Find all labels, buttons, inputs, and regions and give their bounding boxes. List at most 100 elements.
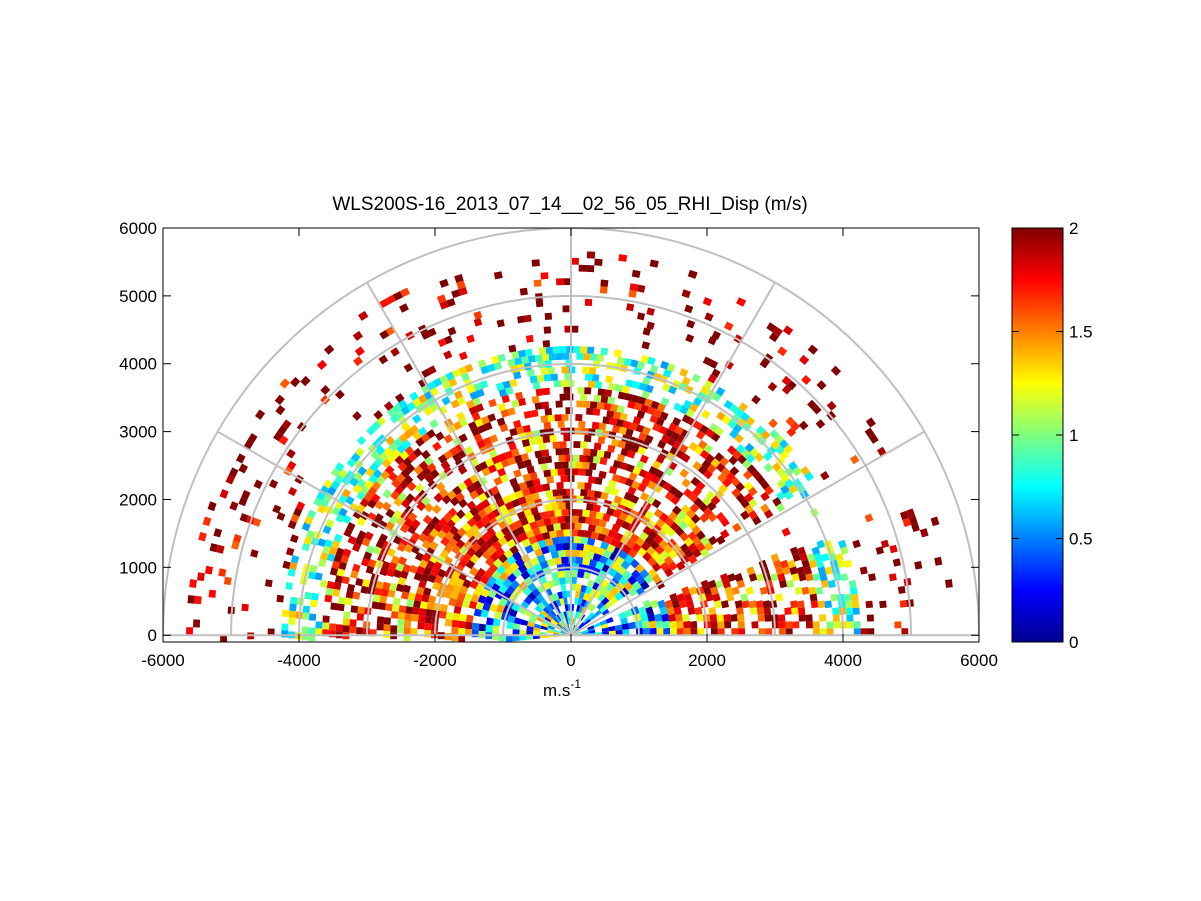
data-cell: [589, 588, 597, 597]
data-cell: [411, 614, 419, 622]
data-cell: [768, 332, 779, 343]
data-cell: [640, 580, 650, 591]
data-cell: [487, 413, 497, 423]
data-cell: [681, 453, 691, 463]
data-cell: [771, 462, 782, 472]
spoke-line: [570, 430, 925, 637]
data-cell: [675, 613, 683, 622]
data-cell: [247, 433, 258, 444]
data-cell: [385, 435, 395, 446]
data-cell: [489, 534, 499, 544]
data-cell: [387, 589, 396, 598]
data-cell: [810, 600, 819, 609]
data-cell: [505, 635, 513, 642]
data-cell: [335, 513, 345, 523]
data-cell: [397, 612, 406, 620]
data-cell: [608, 625, 616, 632]
data-cell: [631, 394, 640, 403]
data-cell: [618, 611, 627, 620]
data-cell: [668, 422, 678, 432]
data-cell: [525, 529, 535, 539]
data-cell: [433, 492, 444, 503]
data-cell: [731, 488, 742, 498]
data-cell: [784, 607, 792, 615]
data-cell: [708, 535, 718, 546]
data-cell: [731, 628, 739, 636]
data-cell: [403, 620, 412, 628]
data-cell: [447, 326, 457, 336]
data-cell: [352, 591, 361, 600]
data-cell: [902, 517, 912, 527]
data-cell: [521, 538, 531, 548]
data-cell: [494, 611, 503, 620]
data-cell: [480, 574, 490, 585]
data-cell: [386, 548, 396, 558]
data-cell: [477, 509, 488, 519]
data-cell: [456, 527, 467, 537]
data-cell: [352, 411, 362, 421]
data-cell: [522, 473, 532, 482]
data-cell: [458, 498, 468, 509]
data-cell: [250, 549, 259, 558]
data-cell: [664, 428, 674, 438]
data-cell: [694, 445, 704, 456]
data-cell: [563, 611, 568, 619]
data-cell: [547, 544, 557, 553]
data-cell: [729, 429, 739, 439]
data-cell: [703, 469, 713, 480]
data-cell: [501, 394, 510, 404]
data-cell: [475, 403, 484, 413]
data-cell: [455, 598, 464, 608]
data-cell: [599, 555, 609, 565]
data-cell: [624, 442, 633, 451]
data-cell: [906, 508, 916, 518]
data-cell: [691, 373, 701, 383]
data-cell: [686, 509, 696, 519]
data-cell: [819, 614, 827, 622]
data-cell: [492, 492, 503, 502]
data-cell: [575, 509, 583, 517]
data-cell: [591, 517, 601, 526]
data-cell: [386, 568, 395, 578]
data-cell: [622, 570, 633, 581]
x-axis-label-exponent: -1: [570, 677, 581, 691]
data-cell: [563, 434, 571, 442]
data-cell: [446, 490, 457, 500]
data-cell: [636, 361, 646, 370]
data-cell: [664, 517, 675, 527]
data-cell: [740, 412, 750, 422]
data-cell: [385, 508, 395, 518]
data-cell: [531, 588, 541, 597]
data-cell: [444, 633, 452, 641]
data-cell: [561, 590, 567, 598]
data-cell: [413, 600, 422, 609]
data-cell: [669, 521, 680, 532]
data-cell: [472, 397, 482, 407]
data-cell: [423, 406, 433, 416]
data-cell: [582, 617, 590, 624]
data-cell: [322, 615, 330, 623]
data-cell: [391, 478, 401, 489]
data-cell: [930, 516, 940, 527]
data-cell: [914, 561, 923, 570]
data-cell: [574, 611, 579, 619]
data-cell: [450, 591, 459, 600]
data-cell: [773, 559, 782, 569]
data-cell: [780, 484, 790, 495]
data-cell: [681, 478, 691, 488]
data-cell: [592, 553, 602, 562]
data-cell: [616, 405, 625, 414]
data-cell: [392, 535, 403, 545]
data-cell: [457, 481, 468, 492]
data-cell: [434, 575, 444, 585]
data-cell: [409, 564, 419, 574]
data-cell: [615, 418, 625, 427]
data-cell: [459, 613, 467, 622]
x-tick-label: -2000: [413, 651, 456, 670]
data-cell: [577, 529, 585, 537]
data-cell: [255, 409, 266, 420]
data-cell: [343, 611, 351, 619]
data-cell: [471, 622, 480, 631]
data-cell: [403, 474, 414, 485]
data-cell: [587, 489, 595, 498]
